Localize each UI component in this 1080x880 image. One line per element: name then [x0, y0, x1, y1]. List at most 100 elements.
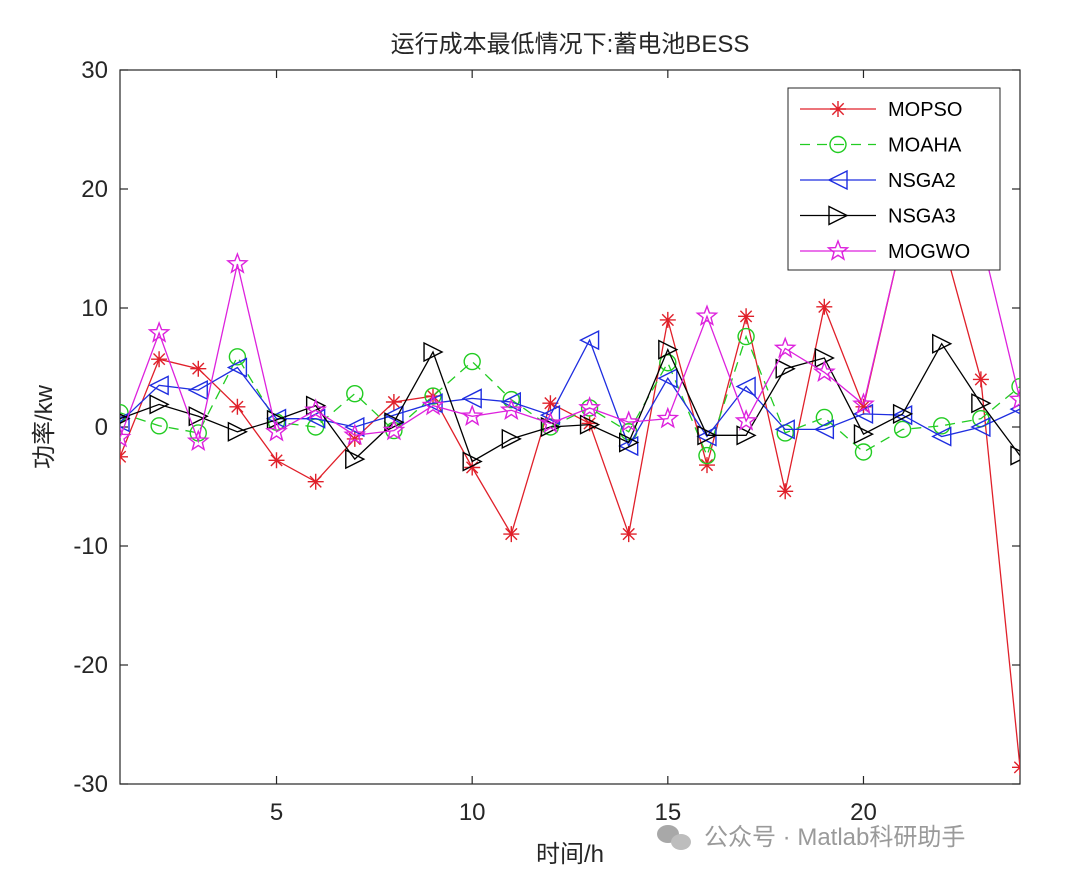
- data-point: [346, 384, 364, 403]
- legend-item-nsga3: NSGA3: [800, 205, 956, 228]
- series-line: [120, 342, 1020, 463]
- legend-box: [787, 87, 1001, 271]
- legend-label: NSGA3: [888, 206, 956, 228]
- data-point: [659, 311, 676, 328]
- data-point: [226, 252, 249, 274]
- data-point: [503, 526, 520, 543]
- data-point: [227, 421, 248, 442]
- data-point: [656, 406, 680, 429]
- data-point: [970, 416, 991, 438]
- data-point: [343, 423, 367, 446]
- data-point: [773, 336, 797, 359]
- data-point: [854, 443, 873, 461]
- data-point: [502, 390, 521, 409]
- legend-label: MOPSO: [888, 99, 962, 121]
- data-point: [1011, 377, 1020, 396]
- x-ticks: 5 10 15 20: [270, 70, 877, 826]
- data-point: [384, 412, 405, 433]
- data-point: [265, 419, 288, 442]
- legend-item-nsga2: NSGA2: [800, 169, 956, 192]
- data-point: [1012, 759, 1020, 776]
- data-point: [892, 403, 914, 425]
- data-point: [120, 448, 128, 465]
- legend-item-mogwo: MOGWO: [800, 239, 970, 263]
- data-point: [500, 391, 522, 413]
- x-tick-label: 20: [850, 799, 877, 826]
- data-point: [734, 408, 758, 431]
- data-point: [151, 351, 168, 368]
- data-point: [499, 398, 523, 421]
- series-line: [120, 235, 1020, 444]
- data-point: [147, 320, 171, 343]
- data-point: [120, 404, 129, 422]
- data-point: [775, 358, 796, 379]
- data-point: [697, 425, 718, 446]
- series-group: [120, 224, 1020, 776]
- legend-item-mopso: MOPSO: [800, 99, 962, 121]
- legend-marker: [827, 169, 848, 191]
- data-point: [148, 375, 169, 396]
- legend-marker: [826, 239, 850, 261]
- data-point: [578, 395, 601, 418]
- data-point: [774, 419, 795, 440]
- data-point: [228, 348, 247, 366]
- data-point: [382, 418, 406, 441]
- data-point: [463, 352, 481, 371]
- watermark-text: 公众号 · Matlab科研助手: [704, 824, 965, 851]
- y-tick-label: 30: [81, 57, 108, 84]
- data-point: [972, 371, 989, 388]
- data-point: [268, 452, 285, 469]
- data-point: [307, 473, 324, 490]
- data-point: [855, 398, 872, 415]
- legend-marker: [830, 101, 846, 117]
- data-point: [695, 304, 719, 327]
- data-point: [696, 426, 717, 447]
- data-point: [736, 425, 757, 446]
- wechat-icon: [657, 825, 691, 850]
- x-axis-label: 时间/h: [536, 841, 604, 868]
- legend-label: MOAHA: [888, 135, 962, 157]
- data-point: [423, 341, 444, 363]
- data-point: [931, 426, 952, 447]
- watermark: 公众号 · Matlab科研助手: [657, 824, 965, 851]
- data-point: [816, 298, 833, 315]
- data-point: [932, 333, 953, 354]
- data-point: [620, 526, 637, 543]
- y-tick-label: 10: [81, 295, 108, 322]
- y-tick-label: -20: [73, 652, 108, 679]
- data-point: [424, 387, 442, 405]
- data-point: [120, 425, 132, 448]
- chart-title: 运行成本最低情况下:蓄电池BESS: [391, 31, 750, 58]
- data-point: [120, 412, 130, 433]
- data-point: [658, 339, 679, 360]
- data-point: [738, 308, 755, 325]
- data-point: [893, 420, 912, 439]
- data-point: [266, 409, 288, 430]
- data-point: [539, 411, 562, 434]
- data-point: [539, 404, 561, 426]
- data-point: [1010, 445, 1020, 466]
- data-point: [617, 410, 641, 432]
- data-point: [777, 483, 794, 500]
- data-point: [186, 429, 210, 452]
- data-point: [853, 424, 875, 445]
- data-point: [933, 417, 951, 435]
- data-point: [813, 419, 835, 440]
- data-point: [304, 398, 328, 421]
- data-point: [344, 416, 365, 438]
- data-point: [461, 388, 482, 409]
- data-point: [892, 404, 913, 426]
- data-point: [618, 432, 640, 453]
- data-point: [150, 417, 168, 435]
- data-point: [735, 376, 756, 397]
- data-point: [579, 414, 601, 435]
- data-point: [852, 392, 875, 415]
- data-point: [464, 459, 481, 476]
- data-point: [385, 394, 402, 410]
- y-tick-label: 0: [95, 414, 108, 441]
- data-point: [698, 446, 716, 465]
- x-tick-label: 10: [459, 799, 486, 826]
- legend-item-moaha: MOAHA: [800, 135, 962, 157]
- data-point: [501, 428, 522, 450]
